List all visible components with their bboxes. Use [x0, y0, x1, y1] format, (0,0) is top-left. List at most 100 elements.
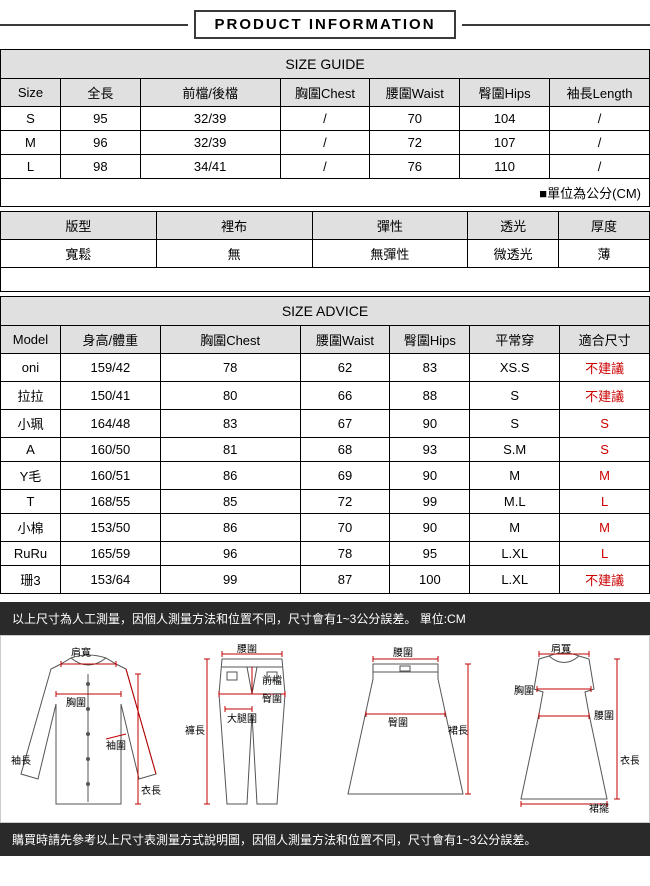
- svg-text:腰圍: 腰圍: [594, 710, 614, 722]
- cell: 87: [300, 566, 390, 594]
- cell: 86: [160, 514, 300, 542]
- attr-h-thick: 厚度: [559, 212, 650, 240]
- cell: M: [560, 462, 650, 490]
- table-row: 拉拉150/41806688S不建議: [1, 382, 650, 410]
- cell: 100: [390, 566, 470, 594]
- attr-h-sheer: 透光: [468, 212, 559, 240]
- cell: 90: [390, 462, 470, 490]
- cell: /: [550, 131, 650, 155]
- cell: 95: [60, 107, 140, 131]
- size-advice-header-row: Model 身高/體重 胸圍Chest 腰圍Waist 臀圍Hips 平常穿 適…: [1, 326, 650, 354]
- cell: 78: [300, 542, 390, 566]
- col-rise: 前檔/後檔: [140, 79, 280, 107]
- cell: 小棉: [1, 514, 61, 542]
- cell: T: [1, 490, 61, 514]
- cell: 90: [390, 514, 470, 542]
- attr-v-lining: 無: [156, 240, 312, 268]
- attr-h-lining: 裡布: [156, 212, 312, 240]
- cell: 86: [160, 462, 300, 490]
- cell: S: [1, 107, 61, 131]
- note-bar-1: 以上尺寸為人工測量，因個人測量方法和位置不同，尺寸會有1~3公分誤差。 單位:C…: [0, 602, 650, 635]
- svg-text:大腿圍: 大腿圍: [227, 712, 257, 725]
- svg-text:肩寬: 肩寬: [551, 644, 571, 655]
- svg-text:裙擺: 裙擺: [589, 802, 609, 814]
- svg-text:袖圍: 袖圍: [106, 739, 126, 752]
- cell: 32/39: [140, 107, 280, 131]
- cell: S: [470, 410, 560, 438]
- cell: M: [560, 514, 650, 542]
- note-bar-2: 購買時請先參考以上尺寸表測量方式說明圖，因個人測量方法和位置不同，尺寸會有1~3…: [0, 823, 650, 856]
- svg-text:肩寬: 肩寬: [71, 646, 91, 659]
- attr-v-sheer: 微透光: [468, 240, 559, 268]
- cell: 70: [300, 514, 390, 542]
- cell: 80: [160, 382, 300, 410]
- cell: 99: [390, 490, 470, 514]
- cell: 76: [370, 155, 460, 179]
- attributes-table: 版型 裡布 彈性 透光 厚度 寬鬆 無 無彈性 微透光 薄: [0, 211, 650, 292]
- table-row: T168/55857299M.LL: [1, 490, 650, 514]
- size-advice-heading: SIZE ADVICE: [1, 297, 650, 326]
- cell: S: [560, 410, 650, 438]
- cell: /: [550, 155, 650, 179]
- cell: oni: [1, 354, 61, 382]
- col-sleeve: 袖長Length: [550, 79, 650, 107]
- cell: 153/64: [60, 566, 160, 594]
- cell: 81: [160, 438, 300, 462]
- cell: 93: [390, 438, 470, 462]
- svg-text:胸圍: 胸圍: [66, 696, 86, 709]
- measurement-diagram: 肩寬 胸圍 袖長 袖圍 衣長 腰圍 前檔 臀圍 大腿圍 褲長 腰圍 臀圍: [0, 635, 650, 823]
- col-usual: 平常穿: [470, 326, 560, 354]
- cell: 78: [160, 354, 300, 382]
- table-row: RuRu165/59967895L.XLL: [1, 542, 650, 566]
- cell: 72: [300, 490, 390, 514]
- cell: M.L: [470, 490, 560, 514]
- svg-text:腰圍: 腰圍: [237, 644, 257, 655]
- cell: 不建議: [560, 566, 650, 594]
- col-model: Model: [1, 326, 61, 354]
- col-hw: 身高/體重: [60, 326, 160, 354]
- cell: 95: [390, 542, 470, 566]
- cell: 62: [300, 354, 390, 382]
- cell: Y毛: [1, 462, 61, 490]
- title-line-left: [0, 24, 188, 26]
- attr-h-stretch: 彈性: [312, 212, 468, 240]
- col-waist2: 腰圍Waist: [300, 326, 390, 354]
- col-hips: 臀圍Hips: [460, 79, 550, 107]
- col-hips2: 臀圍Hips: [390, 326, 470, 354]
- svg-text:袖長: 袖長: [11, 754, 31, 767]
- cell: 150/41: [60, 382, 160, 410]
- cell: 165/59: [60, 542, 160, 566]
- cell: 96: [60, 131, 140, 155]
- cell: 34/41: [140, 155, 280, 179]
- cell: A: [1, 438, 61, 462]
- cell: 66: [300, 382, 390, 410]
- table-row: oni159/42786283XS.S不建議: [1, 354, 650, 382]
- cell: M: [1, 131, 61, 155]
- col-waist: 腰圍Waist: [370, 79, 460, 107]
- cell: 104: [460, 107, 550, 131]
- size-guide-heading: SIZE GUIDE: [1, 50, 650, 79]
- col-size: Size: [1, 79, 61, 107]
- svg-text:腰圍: 腰圍: [393, 647, 413, 659]
- cell: L: [1, 155, 61, 179]
- diagram-dress: 肩寬 胸圍 腰圍 衣長 裙擺: [489, 644, 639, 814]
- svg-text:裙長: 裙長: [448, 724, 468, 737]
- svg-text:臀圍: 臀圍: [262, 693, 282, 705]
- cell: /: [280, 155, 370, 179]
- svg-text:衣長: 衣長: [141, 784, 161, 797]
- cell: S: [470, 382, 560, 410]
- cell: L: [560, 490, 650, 514]
- cell: /: [280, 131, 370, 155]
- svg-text:前檔: 前檔: [262, 674, 282, 687]
- cell: 168/55: [60, 490, 160, 514]
- cell: 32/39: [140, 131, 280, 155]
- cell: 107: [460, 131, 550, 155]
- table-row: 小珮164/48836790SS: [1, 410, 650, 438]
- cell: 83: [390, 354, 470, 382]
- col-chest2: 胸圍Chest: [160, 326, 300, 354]
- cell: M: [470, 462, 560, 490]
- attr-v-fit: 寬鬆: [1, 240, 157, 268]
- cell: 99: [160, 566, 300, 594]
- cell: 85: [160, 490, 300, 514]
- svg-text:褲長: 褲長: [185, 724, 205, 737]
